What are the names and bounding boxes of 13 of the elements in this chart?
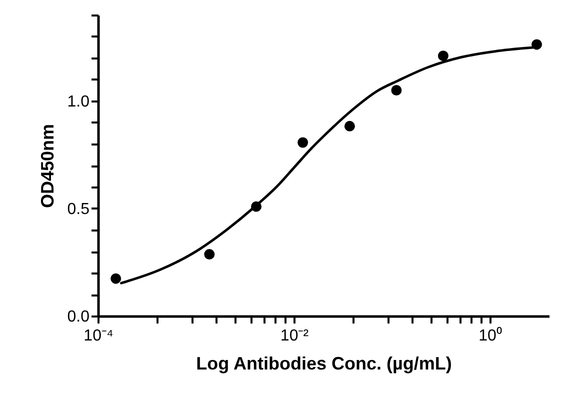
x-tick-label: 10⁰ (478, 326, 502, 344)
x-tick-label: 10⁻⁴ (84, 328, 114, 344)
point (438, 50, 448, 62)
y-tick-label: 1.0 (67, 94, 90, 110)
point (298, 137, 308, 148)
point (344, 120, 355, 132)
x-tick-label: 10⁻² (280, 328, 310, 344)
x-axis-title: Log Antibodies Conc. (µg/mL) (196, 354, 452, 374)
y-axis-title: OD450nm (37, 124, 58, 208)
point (204, 249, 215, 260)
y-tick-label: 0.0 (67, 308, 90, 326)
y-tick-label: 0.5 (67, 201, 90, 218)
point (391, 85, 402, 96)
